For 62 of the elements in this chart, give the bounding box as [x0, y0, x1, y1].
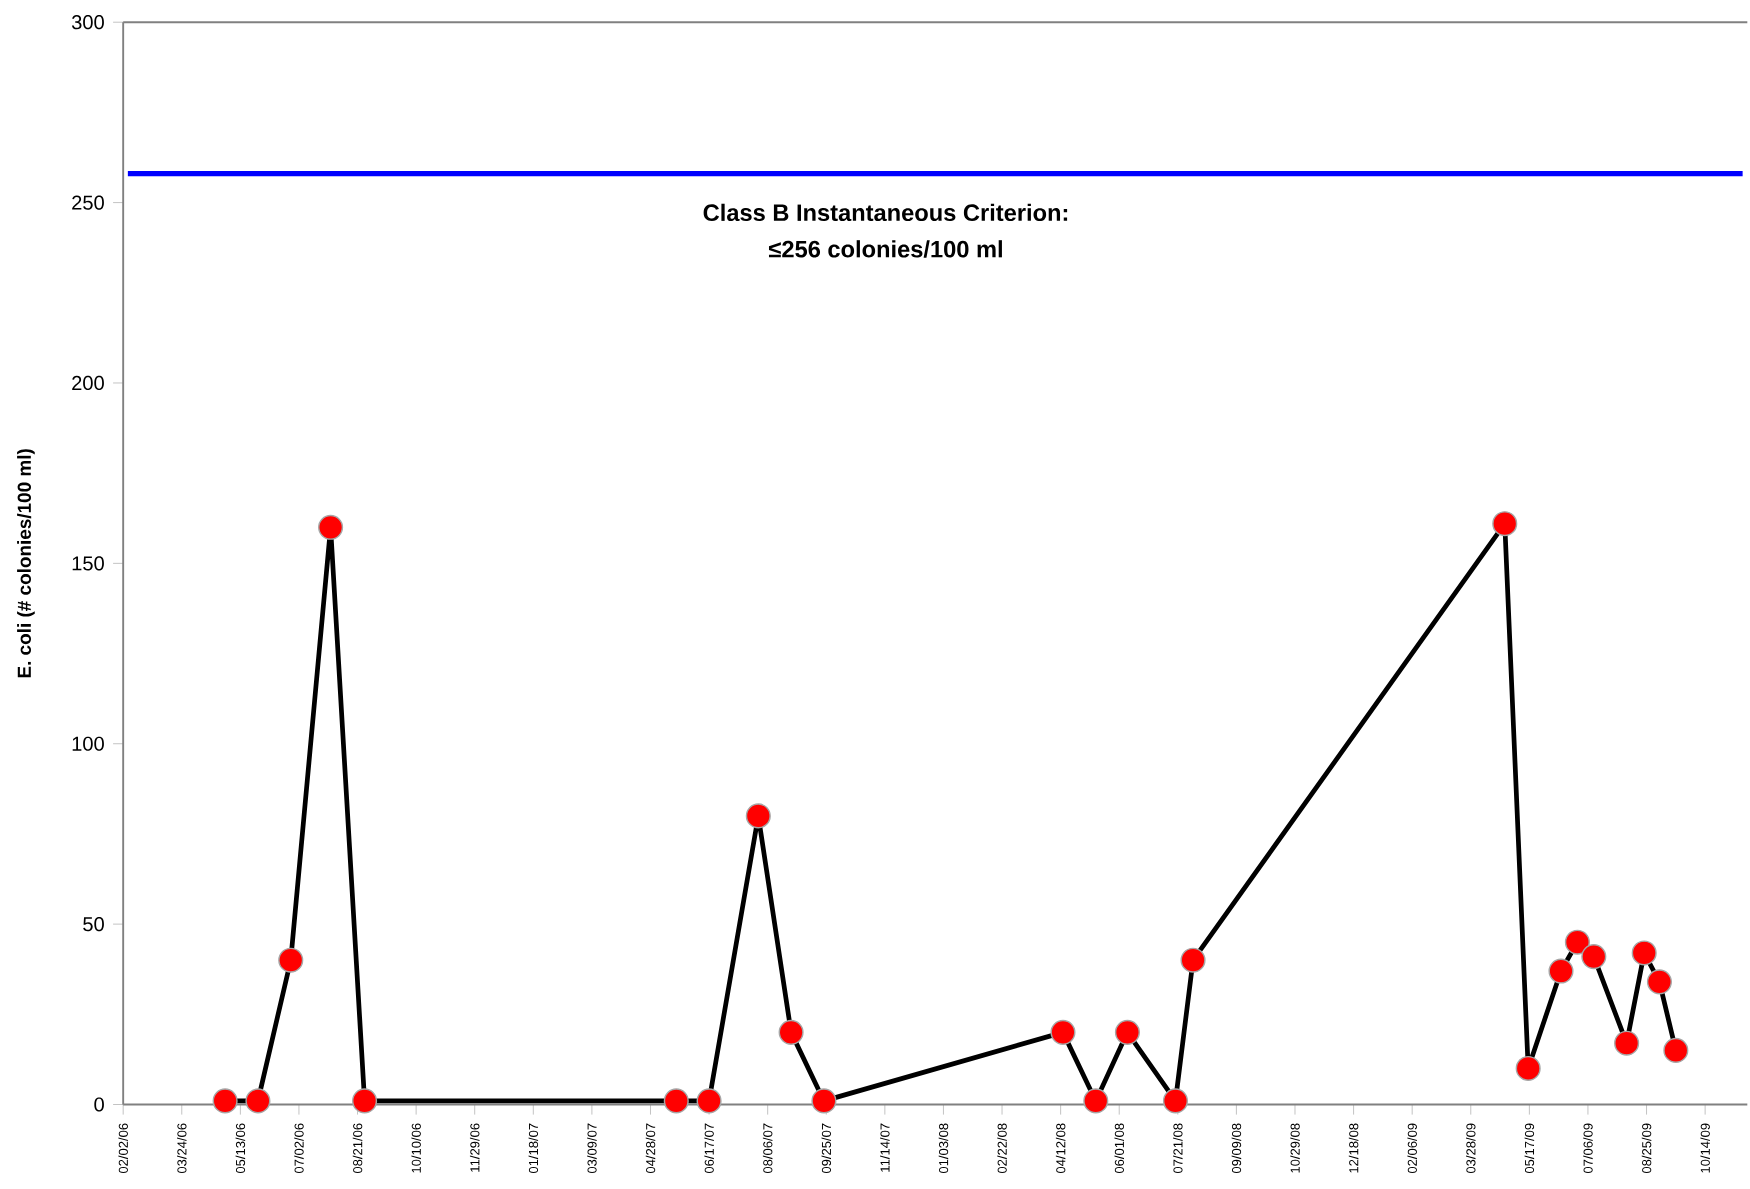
- x-tick-label: 02/06/09: [1407, 1123, 1417, 1173]
- x-tick-label: 04/12/08: [1055, 1123, 1066, 1173]
- point: [663, 1088, 689, 1114]
- x-tick-label: 10/14/09: [1700, 1123, 1710, 1173]
- point: [1581, 943, 1607, 969]
- y-tick-label: 50: [83, 916, 104, 932]
- point: [1614, 1030, 1640, 1056]
- y-tick-label: 100: [72, 736, 104, 751]
- point: [352, 1088, 378, 1114]
- x-tick-label: 01/18/07: [528, 1123, 539, 1173]
- y-tick-label: 200: [72, 375, 104, 390]
- x-tick-label: 07/02/06: [294, 1123, 304, 1173]
- x-tick-label: 01/03/08: [938, 1123, 949, 1173]
- point: [1631, 940, 1657, 966]
- point: [1050, 1019, 1076, 1045]
- x-tick-label: 07/21/08: [1173, 1123, 1183, 1173]
- point: [1663, 1037, 1689, 1063]
- x-tick-label: 10/29/08: [1290, 1123, 1300, 1173]
- point: [278, 947, 304, 973]
- x-tick-label: 08/25/09: [1641, 1123, 1652, 1173]
- point: [245, 1088, 271, 1114]
- y-tick-label: 0: [94, 1097, 104, 1112]
- point: [1180, 947, 1206, 973]
- ref-line-label: Class B Instantaneous Criterion:: [703, 203, 1068, 221]
- x-tick-label: 03/24/06: [176, 1123, 187, 1173]
- point: [318, 514, 344, 540]
- point: [1114, 1019, 1140, 1045]
- x-tick-label: 02/02/06: [118, 1123, 128, 1173]
- x-tick-label: 06/17/07: [704, 1123, 714, 1173]
- point: [1083, 1088, 1109, 1114]
- y-tick-label: 250: [72, 195, 104, 210]
- x-tick-label: 08/21/06: [352, 1123, 363, 1173]
- point: [1515, 1055, 1541, 1081]
- point: [1564, 929, 1590, 955]
- x-tick-label: 07/06/09: [1583, 1123, 1593, 1173]
- x-tick-label: 10/10/06: [411, 1123, 421, 1173]
- y-axis-title: E. coli (# colonies/100 ml): [17, 448, 35, 678]
- x-tick-label: 05/17/09: [1524, 1123, 1535, 1173]
- point: [1162, 1088, 1189, 1114]
- x-tick-label: 11/29/06: [469, 1123, 480, 1172]
- x-tick-label: 09/09/08: [1231, 1123, 1242, 1173]
- x-tick-label: 09/25/07: [821, 1123, 832, 1173]
- point: [212, 1088, 238, 1114]
- x-tick-label: 03/28/09: [1465, 1123, 1476, 1173]
- x-tick-label: 06/01/08: [1114, 1123, 1124, 1173]
- x-tick-label: 05/13/06: [235, 1123, 246, 1173]
- y-tick-label: 300: [71, 14, 104, 30]
- y-tick-label: 150: [72, 556, 104, 571]
- point: [1492, 510, 1518, 537]
- x-tick-label: 04/28/07: [645, 1123, 656, 1173]
- x-tick-label: 02/22/08: [997, 1123, 1007, 1173]
- point: [1548, 958, 1574, 984]
- point: [745, 803, 771, 829]
- annotation: ≤256 colonies/100 ml: [768, 240, 1002, 258]
- point: [811, 1088, 837, 1114]
- point: [696, 1088, 722, 1114]
- x-tick-label: 08/06/07: [762, 1123, 773, 1173]
- x-tick-label: 03/09/07: [587, 1123, 597, 1173]
- x-tick-label: 12/18/08: [1348, 1123, 1359, 1173]
- x-tick-label: 11/14/07: [880, 1123, 890, 1172]
- point: [1646, 969, 1672, 995]
- point: [778, 1019, 804, 1045]
